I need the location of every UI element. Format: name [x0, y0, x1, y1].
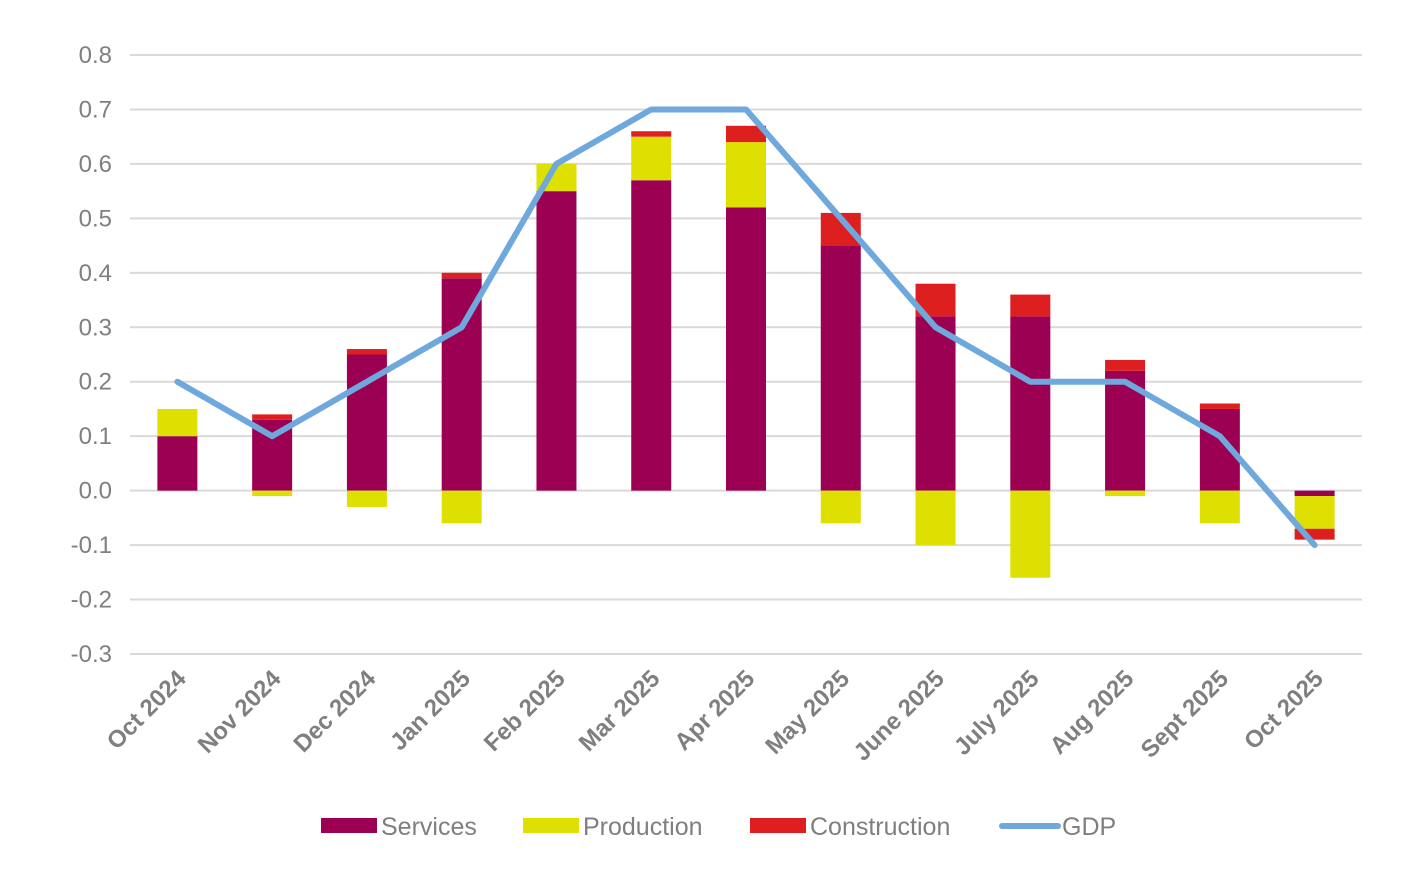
bar-production-apr-2025 [726, 142, 766, 208]
bar-services-oct-2025 [1294, 490, 1335, 497]
bar-production-oct-2025 [1294, 496, 1335, 529]
y-tick-label: 0.0 [79, 478, 112, 505]
bar-construction-aug-2025 [1105, 359, 1146, 371]
bar-production-may-2025 [820, 490, 861, 524]
bar-production-jan-2025 [441, 490, 482, 524]
bar-construction-apr-2025 [726, 125, 766, 143]
bar-production-dec-2024 [346, 490, 387, 507]
x-tick-label: July 2025 [949, 665, 1045, 761]
bar-services-feb-2025 [536, 191, 577, 491]
y-tick-label: 0.3 [79, 314, 112, 341]
x-tick-label: Sept 2025 [1136, 665, 1234, 763]
legend-swatch-production [523, 818, 579, 833]
x-tick-label: Mar 2025 [574, 665, 666, 757]
bar-production-aug-2025 [1105, 490, 1146, 497]
x-tick-label: Nov 2024 [193, 665, 287, 759]
bar-services-oct-2024 [157, 436, 198, 491]
bar-construction-oct-2025 [1294, 528, 1335, 540]
legend-swatch-construction [750, 818, 806, 833]
bar-construction-mar-2025 [631, 131, 672, 137]
bar-production-oct-2024 [157, 408, 198, 437]
bar-services-may-2025 [820, 245, 861, 491]
y-tick-label: 0.2 [79, 369, 112, 396]
x-tick-label: Jan 2025 [385, 665, 476, 756]
x-tick-label: Apr 2025 [669, 665, 760, 756]
bar-services-apr-2025 [726, 207, 766, 491]
legend-label-construction: Construction [810, 813, 950, 841]
y-tick-label: 0.1 [79, 423, 112, 450]
y-tick-label: -0.2 [71, 587, 112, 614]
bar-production-sept-2025 [1199, 490, 1240, 524]
bar-construction-july-2025 [1010, 294, 1051, 317]
legend-label-gdp: GDP [1062, 813, 1116, 841]
bar-construction-sept-2025 [1199, 403, 1240, 409]
y-tick-label: 0.6 [79, 151, 112, 178]
bar-production-nov-2024 [252, 490, 293, 497]
y-axis-ticks: 0.8 0.7 0.6 0.5 0.4 0.3 0.2 0.1 0.0 -0.1 -0.2 -0.3 [71, 42, 112, 668]
x-tick-label: Aug 2025 [1045, 665, 1140, 760]
x-tick-label: May 2025 [760, 665, 855, 760]
x-tick-label: Dec 2024 [288, 665, 381, 758]
bar-services-july-2025 [1010, 316, 1051, 491]
legend-swatch-services [321, 818, 377, 833]
bar-production-july-2025 [1010, 490, 1051, 578]
x-tick-label: Feb 2025 [479, 665, 571, 757]
x-tick-label: Oct 2024 [102, 665, 192, 755]
y-tick-label: -0.1 [71, 532, 112, 559]
bar-production-june-2025 [915, 490, 956, 546]
gdp-line-layer [174, 106, 1318, 549]
bar-production-mar-2025 [631, 136, 672, 181]
bar-construction-dec-2024 [346, 349, 387, 355]
y-tick-label: -0.3 [71, 641, 112, 668]
bar-construction-jan-2025 [441, 272, 482, 279]
y-tick-label: 0.8 [79, 42, 112, 69]
bar-services-june-2025 [915, 316, 956, 491]
x-tick-label: Oct 2025 [1239, 665, 1329, 755]
bars [157, 125, 1335, 578]
legend: Services Production Construction GDP [321, 813, 1116, 841]
legend-label-services: Services [381, 813, 477, 841]
bar-construction-nov-2024 [252, 414, 293, 420]
bar-services-mar-2025 [631, 180, 672, 491]
y-tick-label: 0.5 [79, 205, 112, 232]
x-axis-ticks: Oct 2024 Nov 2024 Dec 2024 Jan 2025 Feb 2025… [102, 665, 1329, 767]
y-tick-label: 0.4 [79, 260, 112, 287]
bar-services-jan-2025 [441, 278, 482, 491]
x-tick-label: June 2025 [849, 665, 950, 766]
legend-label-production: Production [583, 813, 703, 841]
y-tick-label: 0.7 [79, 96, 112, 123]
